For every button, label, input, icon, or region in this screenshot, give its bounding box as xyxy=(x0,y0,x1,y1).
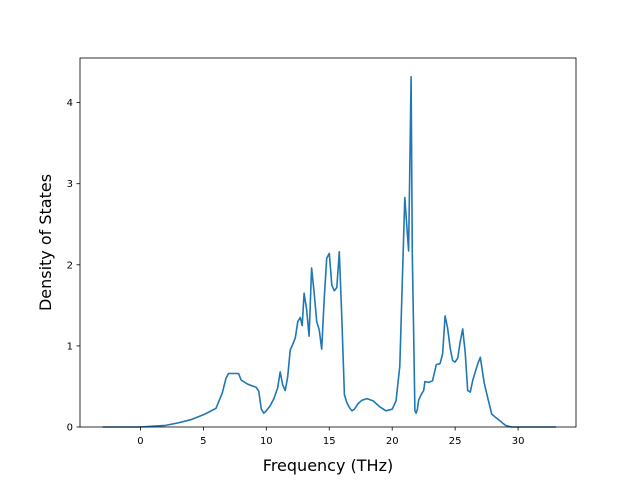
axes-frame xyxy=(79,57,577,428)
series-line-0 xyxy=(102,75,556,428)
axes-ticks: 0 5 10 15 20 25 30 0 1 2 3 4 xyxy=(67,98,525,447)
x-tick-label: 0 xyxy=(137,436,143,447)
y-axis-label: Density of States xyxy=(36,174,55,311)
x-tick-label: 25 xyxy=(449,436,462,447)
x-tick-label: 20 xyxy=(386,436,399,447)
x-tick-label: 15 xyxy=(323,436,336,447)
y-tick-label: 4 xyxy=(67,98,73,109)
y-tick-label: 2 xyxy=(67,260,73,271)
x-tick-label: 30 xyxy=(512,436,525,447)
plot-area xyxy=(102,75,556,428)
y-tick-label: 0 xyxy=(67,423,73,434)
x-axis-label: Frequency (THz) xyxy=(263,456,393,475)
y-tick-label: 3 xyxy=(67,179,73,190)
y-tick-label: 1 xyxy=(67,341,73,352)
x-tick-label: 10 xyxy=(260,436,273,447)
x-tick-label: 5 xyxy=(200,436,206,447)
